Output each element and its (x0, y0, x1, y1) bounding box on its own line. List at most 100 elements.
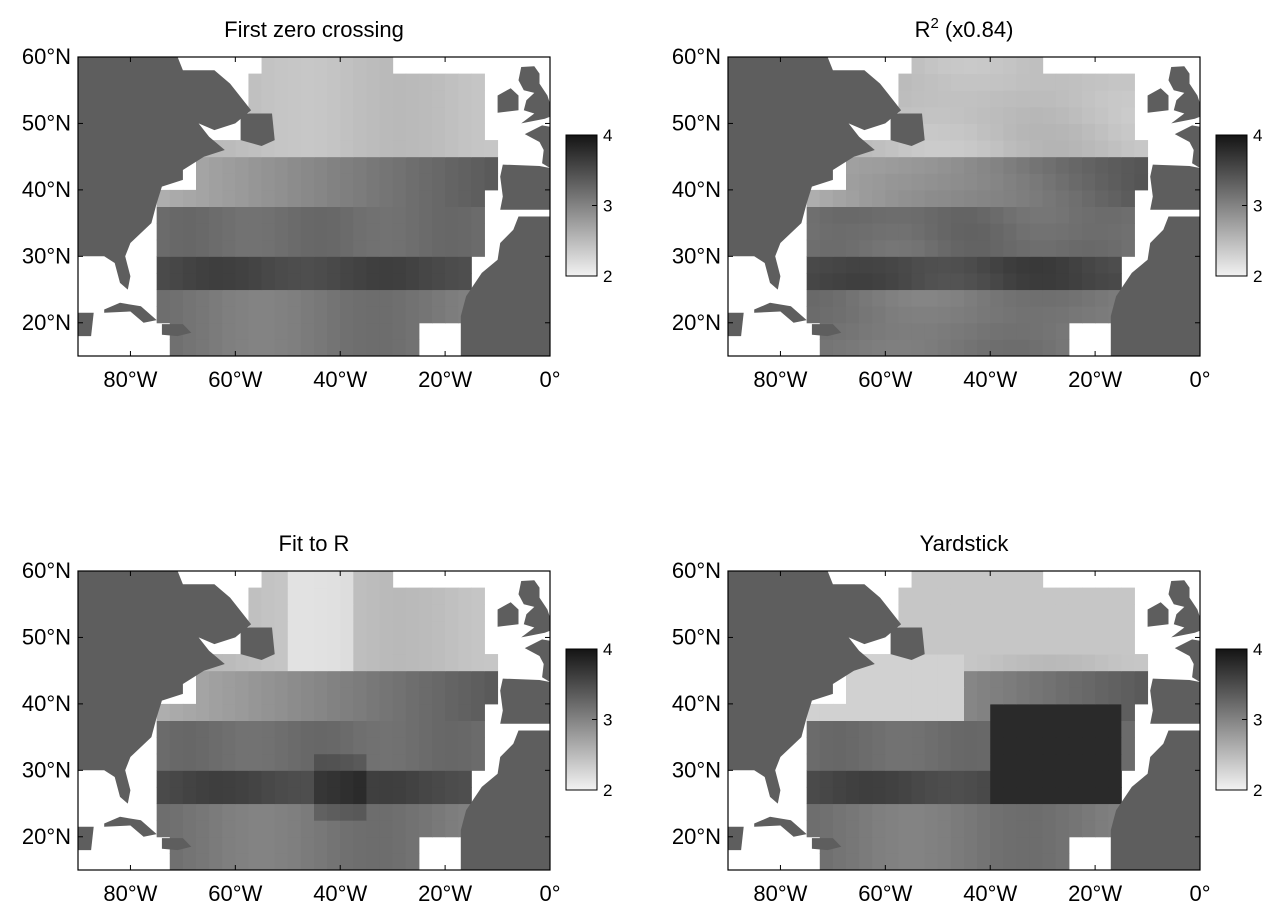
heatmap-cell (1121, 156, 1135, 174)
heatmap-cell (432, 223, 446, 241)
heatmap-cell (1042, 239, 1057, 257)
heatmap-cell (1016, 737, 1031, 755)
heatmap-cell (1042, 223, 1057, 241)
heatmap-cell (846, 670, 860, 688)
heatmap-cell (471, 223, 485, 241)
heatmap-cell (1029, 737, 1044, 755)
heatmap-cell (990, 703, 1004, 721)
heatmap-cell (327, 289, 341, 307)
heatmap-cell (314, 256, 328, 274)
heatmap-cell (445, 720, 459, 738)
heatmap-cell (977, 770, 991, 788)
heatmap-cell (274, 73, 289, 91)
heatmap-cell (379, 620, 394, 638)
heatmap-cell (872, 173, 886, 191)
heatmap-cell (1121, 637, 1135, 655)
heatmap-cell (405, 803, 420, 821)
heatmap-cell (182, 223, 197, 241)
heatmap-cell (1029, 803, 1044, 821)
heatmap-cell (1016, 189, 1031, 207)
land-hispaniola (161, 838, 192, 851)
heatmap-cell (445, 106, 459, 124)
land-hispaniola (161, 324, 192, 337)
heatmap-cell (235, 272, 249, 291)
heatmap-cell (353, 670, 367, 688)
heatmap-cell (1068, 73, 1083, 91)
heatmap-cell (222, 206, 236, 224)
heatmap-cell (990, 604, 1004, 622)
heatmap-cell (977, 654, 991, 672)
heatmap-cell (261, 720, 276, 738)
panel-title: First zero crossing (224, 17, 404, 42)
land (728, 57, 1200, 356)
heatmap-cell (950, 223, 965, 241)
heatmap-cell (911, 753, 926, 771)
heatmap-cell (924, 57, 939, 75)
heatmap-cell (1016, 820, 1031, 838)
heatmap-cell (366, 106, 381, 124)
heatmap-cell (911, 256, 926, 274)
heatmap-cell (1068, 156, 1083, 174)
heatmap-cell (911, 90, 926, 108)
heatmap-cell (859, 306, 873, 324)
heatmap-cell (846, 803, 860, 821)
heatmap-cell (1055, 272, 1070, 291)
heatmap-cell (1068, 753, 1083, 771)
heatmap-cell (366, 654, 381, 672)
heatmap-cell (1042, 339, 1057, 356)
y-tick-label: 30°N (672, 757, 721, 782)
heatmap-cell (418, 90, 433, 108)
heatmap-cell (340, 703, 354, 721)
heatmap-cell (832, 786, 847, 805)
land-hispaniola (811, 838, 842, 851)
heatmap-cell (196, 687, 210, 705)
land-cuba (754, 816, 807, 837)
heatmap-cell (156, 753, 171, 771)
heatmap-cell (990, 322, 1004, 340)
heatmap-cell (1095, 140, 1109, 158)
heatmap-cell (392, 206, 407, 224)
heatmap-cell (327, 654, 341, 672)
heatmap-cell (445, 770, 459, 788)
heatmap-cell (340, 173, 354, 191)
heatmap-cell (182, 289, 197, 307)
heatmap-cell (248, 256, 263, 274)
heatmap-cell (1029, 703, 1044, 721)
heatmap-cell (432, 587, 446, 605)
heatmap-cell (885, 239, 899, 257)
axes-frame (77, 56, 551, 357)
heatmap-cell (1016, 604, 1031, 622)
heatmap-cell (1095, 604, 1109, 622)
heatmap-cell (261, 703, 276, 721)
heatmap-cell (405, 853, 420, 870)
heatmap-cell (1108, 106, 1122, 124)
colorbar-tick-label: 4 (1253, 640, 1262, 659)
heatmap-cell (977, 322, 991, 340)
heatmap-cell (484, 156, 499, 174)
heatmap-cell (1003, 189, 1017, 207)
heatmap-cell (458, 206, 472, 224)
heatmap-cell (937, 604, 952, 622)
heatmap-cell (169, 737, 184, 755)
heatmap-cell (1108, 786, 1122, 805)
heatmap-cell (911, 670, 926, 688)
heatmap-cell (937, 306, 952, 324)
heatmap-cell (196, 239, 210, 257)
heatmap-cell (261, 73, 276, 91)
heatmap-cell (353, 836, 367, 854)
heatmap-cell (274, 770, 289, 788)
heatmap-cell (950, 853, 965, 870)
heatmap-cell (1108, 703, 1122, 721)
heatmap-cell (182, 306, 197, 324)
heatmap-cell (885, 687, 899, 705)
heatmap-cell (458, 786, 472, 805)
heatmap-cell (353, 620, 367, 638)
heatmap-cell (314, 786, 328, 805)
heatmap-cell (274, 753, 289, 771)
heatmap-cell (937, 571, 952, 589)
heatmap-cell (327, 587, 341, 605)
heatmap-cell (261, 604, 276, 622)
heatmap-cell (937, 587, 952, 605)
heatmap-cell (1016, 703, 1031, 721)
heatmap-cell (287, 654, 302, 672)
